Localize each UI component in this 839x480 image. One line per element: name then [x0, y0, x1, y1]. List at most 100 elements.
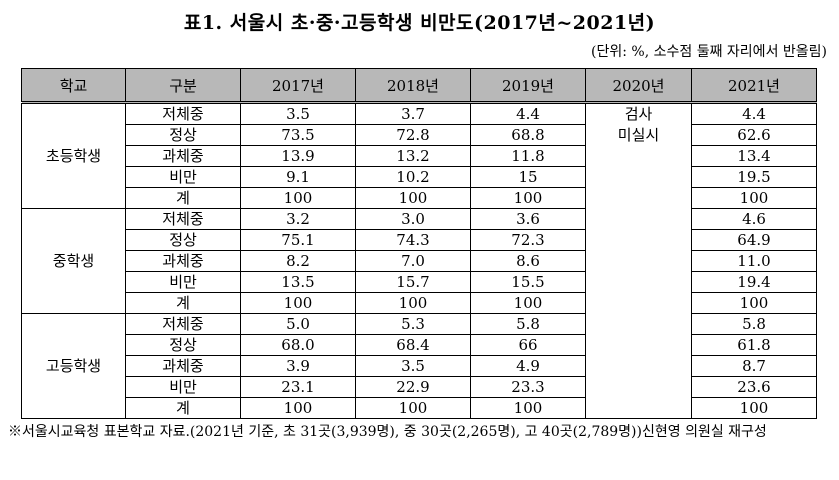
cell-2020-blank [585, 229, 692, 251]
col-header-school: 학교 [21, 68, 126, 104]
value-cell: 3.5 [355, 355, 471, 377]
value-cell: 19.5 [691, 166, 817, 188]
value-cell: 23.1 [240, 376, 356, 398]
value-cell: 4.9 [470, 355, 586, 377]
table-row: 계 100 100 100 100 [22, 187, 817, 209]
footnote: ※서울시교육청 표본학교 자료.(2021년 기준, 초 31곳(3,939명)… [8, 424, 767, 440]
value-cell: 100 [470, 187, 586, 209]
value-cell: 3.9 [240, 355, 356, 377]
obesity-table: 학교 구분 2017년 2018년 2019년 2020년 2021년 초등학생… [21, 68, 817, 419]
value-cell: 68.0 [240, 334, 356, 356]
value-cell: 10.2 [355, 166, 471, 188]
header-row: 학교 구분 2017년 2018년 2019년 2020년 2021년 [21, 68, 817, 104]
value-cell: 3.6 [470, 208, 586, 230]
value-cell: 72.8 [355, 124, 471, 146]
category-cell: 과체중 [125, 355, 241, 377]
cell-2020-blank [585, 334, 692, 356]
value-cell: 100 [240, 292, 356, 314]
col-header-2019: 2019년 [470, 68, 586, 104]
table-row: 정상 75.1 74.3 72.3 64.9 [22, 229, 817, 251]
value-cell: 23.3 [470, 376, 586, 398]
value-cell: 11.8 [470, 145, 586, 167]
col-header-2020: 2020년 [585, 68, 692, 104]
unit-note: (단위: %, 소수점 둘째 자리에서 반올림) [591, 44, 827, 60]
table-row: 비만 13.5 15.7 15.5 19.4 [22, 271, 817, 293]
cell-2020-note: 검사 [585, 102, 692, 125]
cell-2020-blank [585, 397, 692, 419]
value-cell: 22.9 [355, 376, 471, 398]
value-cell: 3.7 [355, 102, 471, 125]
value-cell: 5.3 [355, 313, 471, 335]
table-row: 정상 68.0 68.4 66 61.8 [22, 334, 817, 356]
cell-2020-blank [585, 166, 692, 188]
value-cell: 5.8 [691, 313, 817, 335]
value-cell: 13.2 [355, 145, 471, 167]
value-cell: 100 [240, 397, 356, 419]
category-cell: 비만 [125, 166, 241, 188]
value-cell: 100 [691, 397, 817, 419]
cell-2020-blank [585, 355, 692, 377]
value-cell: 9.1 [240, 166, 356, 188]
table-row: 정상 73.5 72.8 68.8 미실시 62.6 [22, 124, 817, 146]
category-cell: 정상 [125, 124, 241, 146]
table-row: 과체중 13.9 13.2 11.8 13.4 [22, 145, 817, 167]
table-row: 계 100 100 100 100 [22, 292, 817, 314]
school-cell: 중학생 [21, 208, 126, 314]
value-cell: 13.9 [240, 145, 356, 167]
col-header-2017: 2017년 [240, 68, 356, 104]
cell-2020-blank [585, 250, 692, 272]
value-cell: 100 [691, 292, 817, 314]
value-cell: 15.7 [355, 271, 471, 293]
value-cell: 7.0 [355, 250, 471, 272]
cell-2020-blank [585, 208, 692, 230]
value-cell: 8.2 [240, 250, 356, 272]
value-cell: 4.4 [470, 102, 586, 125]
cell-2020-blank [585, 313, 692, 335]
category-cell: 저체중 [125, 102, 241, 125]
value-cell: 72.3 [470, 229, 586, 251]
category-cell: 비만 [125, 271, 241, 293]
value-cell: 3.0 [355, 208, 471, 230]
value-cell: 61.8 [691, 334, 817, 356]
category-cell: 계 [125, 397, 241, 419]
cell-2020-blank [585, 292, 692, 314]
table-row: 고등학생 저체중 5.0 5.3 5.8 5.8 [21, 313, 817, 419]
value-cell: 5.0 [240, 313, 356, 335]
value-cell: 4.4 [691, 102, 817, 125]
category-cell: 계 [125, 292, 241, 314]
category-cell: 과체중 [125, 145, 241, 167]
table-row: 과체중 3.9 3.5 4.9 8.7 [22, 355, 817, 377]
category-cell: 저체중 [125, 208, 241, 230]
value-cell: 64.9 [691, 229, 817, 251]
value-cell: 3.5 [240, 102, 356, 125]
value-cell: 62.6 [691, 124, 817, 146]
value-cell: 19.4 [691, 271, 817, 293]
cell-2020-blank [585, 145, 692, 167]
table-row: 과체중 8.2 7.0 8.6 11.0 [22, 250, 817, 272]
value-cell: 100 [355, 397, 471, 419]
value-cell: 15 [470, 166, 586, 188]
cell-2020-blank [585, 376, 692, 398]
value-cell: 100 [240, 187, 356, 209]
value-cell: 100 [355, 187, 471, 209]
value-cell: 5.8 [470, 313, 586, 335]
value-cell: 75.1 [240, 229, 356, 251]
cell-2020-note: 미실시 [585, 124, 692, 146]
value-cell: 8.6 [470, 250, 586, 272]
table-row: 계 100 100 100 100 [22, 397, 817, 419]
value-cell: 23.6 [691, 376, 817, 398]
school-cell: 고등학생 [21, 313, 126, 419]
category-cell: 정상 [125, 229, 241, 251]
col-header-category: 구분 [125, 68, 241, 104]
category-cell: 비만 [125, 376, 241, 398]
table-row: 초등학생 저체중 3.5 3.7 4.4 검사 4.4 [21, 102, 817, 209]
category-cell: 과체중 [125, 250, 241, 272]
value-cell: 13.5 [240, 271, 356, 293]
table-title: 표1. 서울시 초·중·고등학생 비만도(2017년~2021년) [183, 12, 656, 34]
value-cell: 3.2 [240, 208, 356, 230]
value-cell: 11.0 [691, 250, 817, 272]
value-cell: 100 [470, 292, 586, 314]
cell-2020-blank [585, 187, 692, 209]
value-cell: 100 [355, 292, 471, 314]
value-cell: 66 [470, 334, 586, 356]
